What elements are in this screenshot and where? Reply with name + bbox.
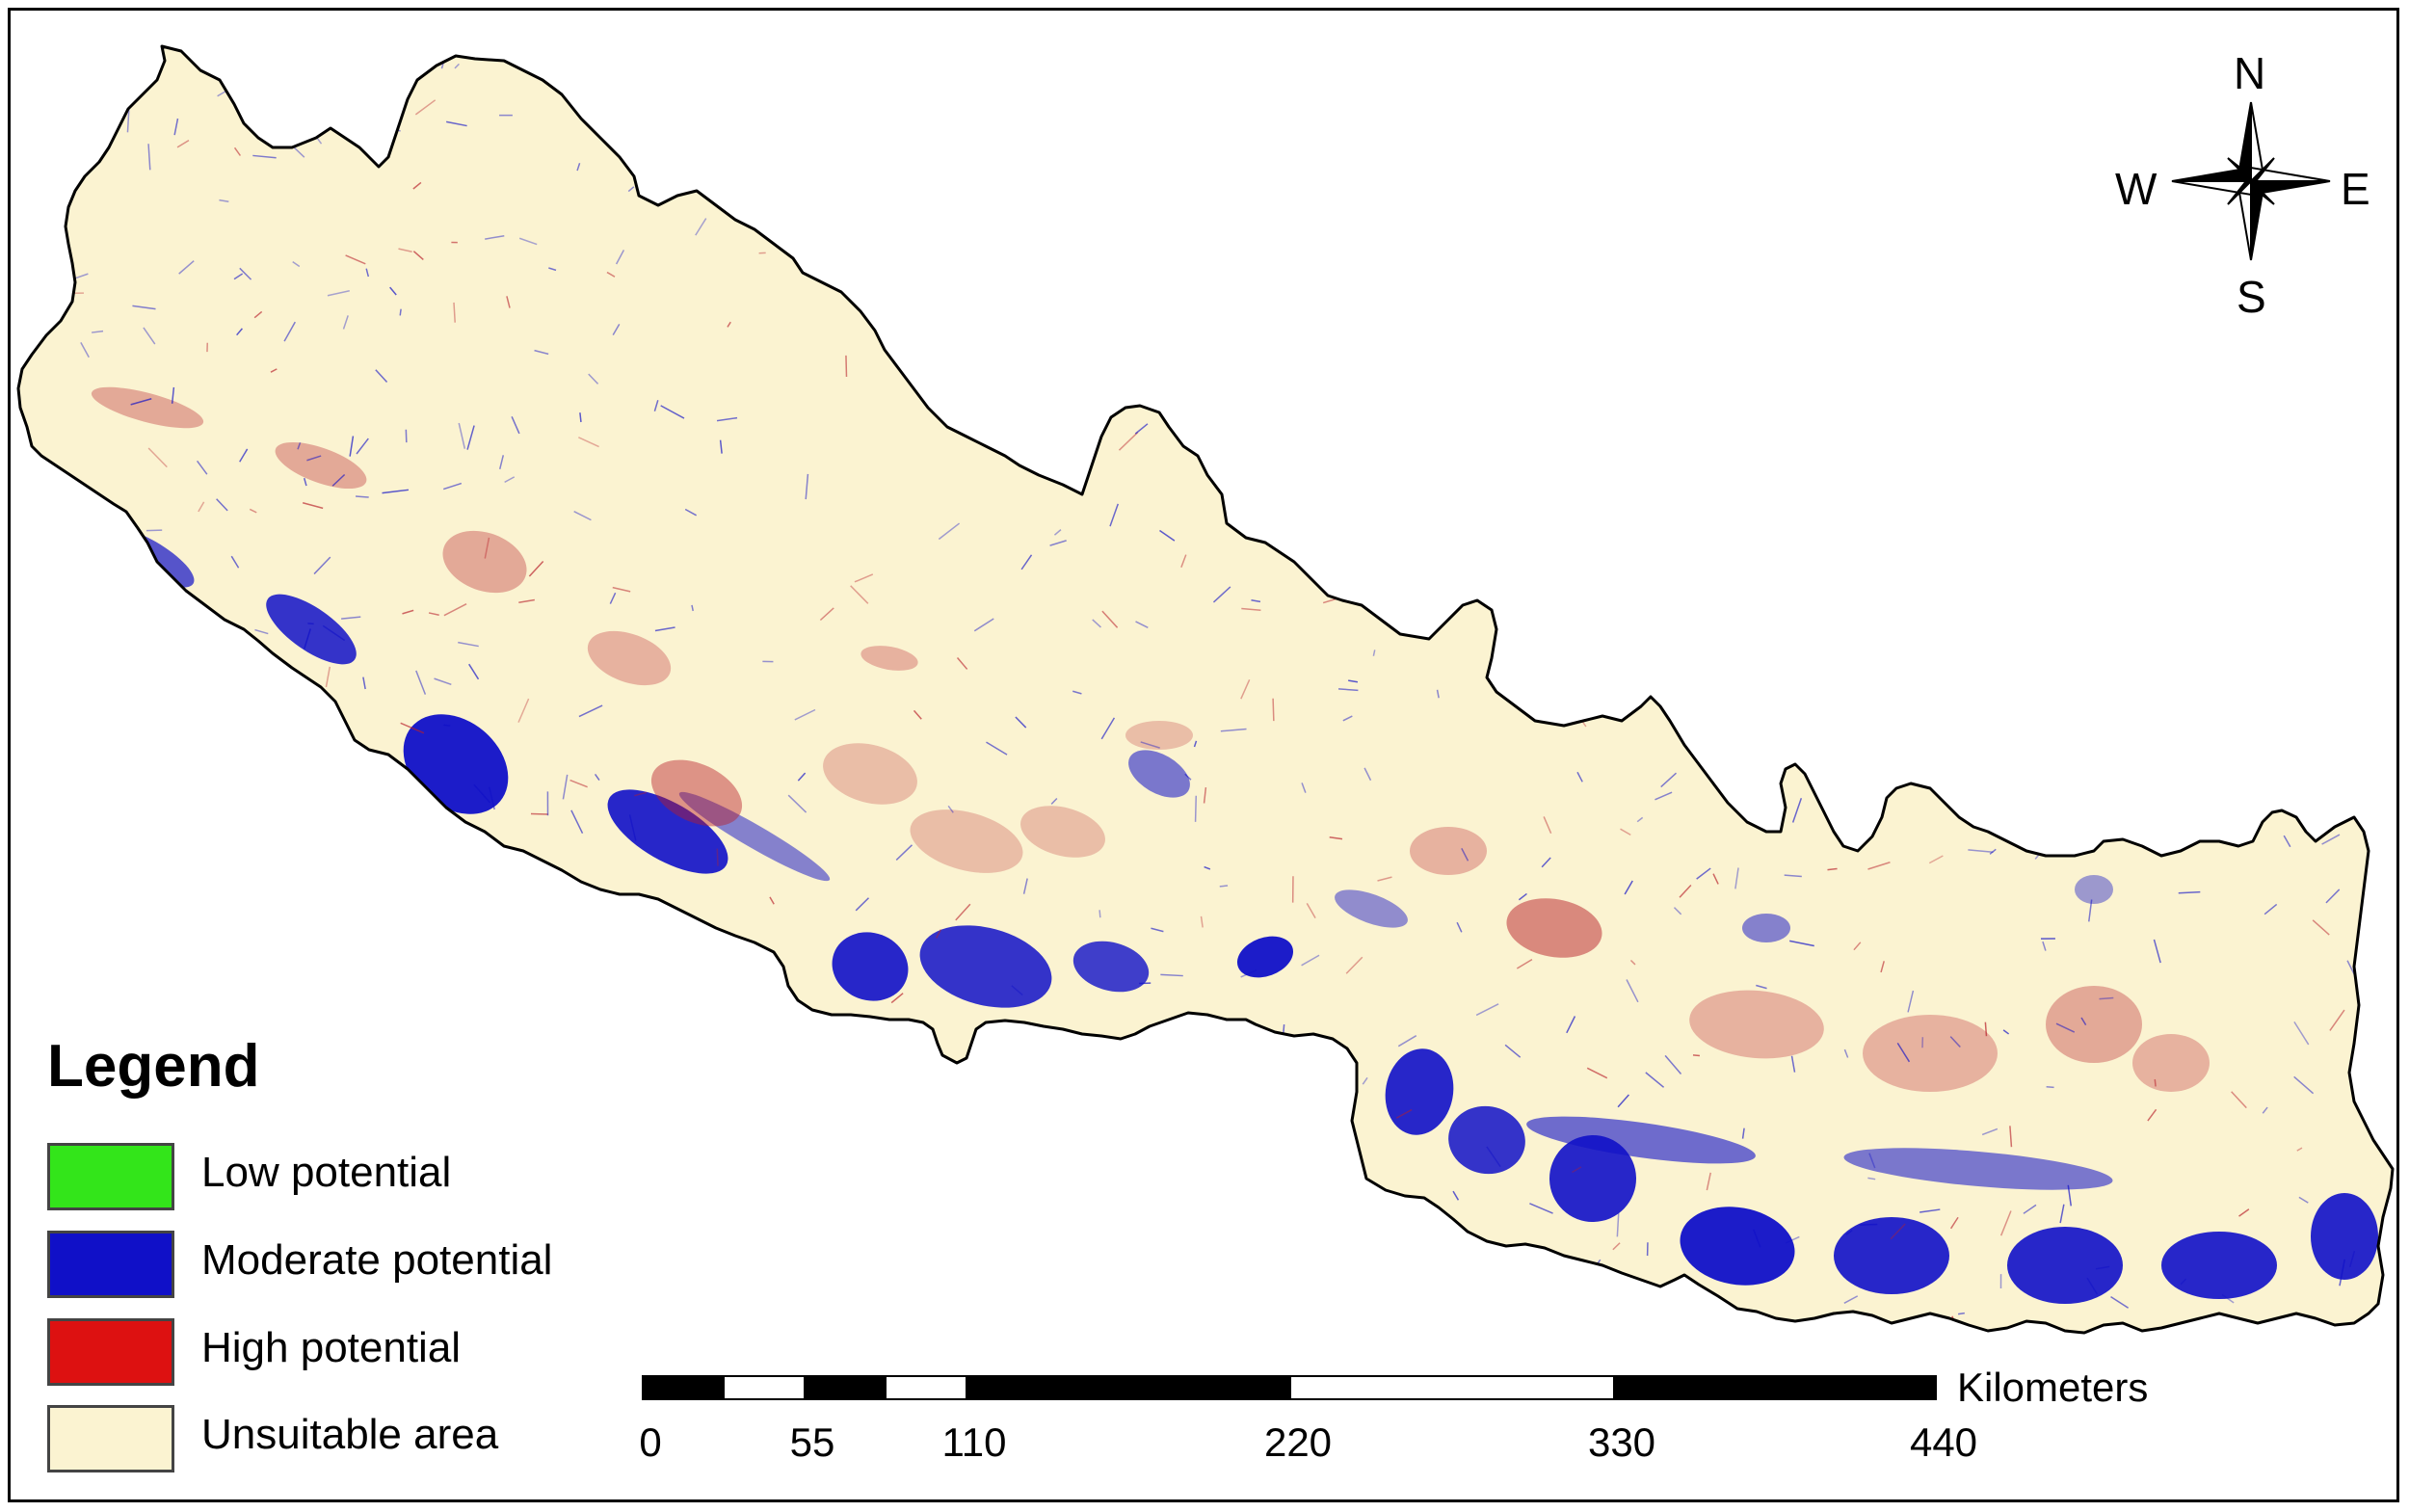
high-zone-4 <box>650 759 743 827</box>
scale-tick-110: 110 <box>941 1419 1007 1465</box>
scale-segment-6 <box>1613 1375 1937 1400</box>
high-zone-1 <box>275 441 367 490</box>
legend-swatch-high <box>47 1318 174 1386</box>
high-zone-10 <box>1689 990 1824 1059</box>
high-zone-13 <box>2132 1034 2210 1092</box>
scale-segment-3 <box>885 1375 967 1400</box>
scale-tick-55: 55 <box>789 1419 835 1465</box>
high-zone-0 <box>91 386 204 429</box>
high-zone-5 <box>823 743 917 805</box>
moderate-zone-16 <box>2311 1193 2378 1280</box>
legend-label-high: High potential <box>201 1324 462 1371</box>
legend-label-unsuitable: Unsuitable area <box>201 1411 499 1458</box>
high-zone-14 <box>860 646 918 671</box>
moderate-zone-9 <box>1385 1048 1454 1135</box>
moderate-zone-21 <box>1335 889 1408 928</box>
high-zone-8 <box>1410 827 1487 875</box>
moderate-zone-23 <box>2075 875 2113 904</box>
moderate-zone-2 <box>266 594 357 665</box>
scale-segment-2 <box>804 1375 887 1400</box>
high-zone-9 <box>1506 898 1602 958</box>
compass-west-top <box>2171 166 2252 182</box>
legend-title: Legend <box>47 1033 260 1100</box>
moderate-zone-17 <box>1526 1116 1756 1164</box>
compass-e: E <box>2341 164 2370 214</box>
map-frame: N S E W Legend Low potential Moderate po… <box>8 8 2399 1502</box>
moderate-zone-7 <box>1072 941 1150 993</box>
moderate-zone-12 <box>1680 1207 1795 1286</box>
legend-swatch-low <box>47 1143 174 1210</box>
high-zone-7 <box>1020 806 1105 858</box>
scale-segment-0 <box>642 1375 725 1400</box>
moderate-potential-zones <box>19 498 2378 1304</box>
compass-w: W <box>2115 164 2158 214</box>
moderate-zone-10 <box>1448 1105 1525 1175</box>
scale-segment-5 <box>1289 1375 1615 1400</box>
scale-segment-4 <box>966 1375 1291 1400</box>
legend-label-low: Low potential <box>201 1149 452 1196</box>
high-zone-11 <box>1863 1015 1998 1092</box>
moderate-zone-19 <box>678 791 831 882</box>
scale-tick-330: 330 <box>1587 1419 1656 1465</box>
moderate-zone-15 <box>2161 1232 2277 1299</box>
moderate-zone-14 <box>2007 1227 2123 1304</box>
moderate-zone-20 <box>1128 750 1190 798</box>
compass-s: S <box>2237 272 2266 322</box>
scale-tick-440: 440 <box>1909 1419 1978 1465</box>
high-zone-6 <box>910 809 1023 873</box>
moderate-zone-5 <box>832 932 909 1001</box>
legend-item-high: High potential <box>47 1318 664 1386</box>
moderate-zone-13 <box>1834 1217 1949 1294</box>
compass-n: N <box>2234 48 2266 98</box>
legend-item-low: Low potential <box>47 1143 664 1210</box>
scale-segment-1 <box>723 1375 806 1400</box>
legend-label-moderate: Moderate potential <box>201 1236 553 1284</box>
scale-tick-0: 0 <box>639 1419 662 1465</box>
high-zone-12 <box>2046 986 2142 1063</box>
north-arrow-icon <box>2171 101 2331 261</box>
moderate-zone-4 <box>607 789 728 874</box>
moderate-zone-18 <box>1843 1148 2113 1190</box>
moderate-zone-22 <box>1742 914 1790 942</box>
map-canvas <box>16 44 2395 1400</box>
high-potential-zones <box>91 386 2210 1092</box>
moderate-zone-6 <box>919 925 1052 1008</box>
moderate-zone-11 <box>1549 1135 1636 1222</box>
legend-item-moderate: Moderate potential <box>47 1231 664 1298</box>
high-zone-15 <box>1125 721 1193 750</box>
moderate-zone-0 <box>19 498 102 548</box>
country-boundary <box>16 44 2395 1335</box>
high-zone-3 <box>587 630 672 686</box>
unsuitable-area-fill <box>18 46 2393 1333</box>
legend-item-unsuitable: Unsuitable area <box>47 1405 664 1472</box>
scale-unit: Kilometers <box>1957 1365 2149 1410</box>
scale-bar <box>642 1375 1937 1400</box>
moderate-zone-8 <box>1236 936 1294 978</box>
scale-tick-220: 220 <box>1263 1419 1333 1465</box>
high-zone-2 <box>442 530 527 594</box>
legend-swatch-unsuitable <box>47 1405 174 1472</box>
legend-swatch-moderate <box>47 1231 174 1298</box>
